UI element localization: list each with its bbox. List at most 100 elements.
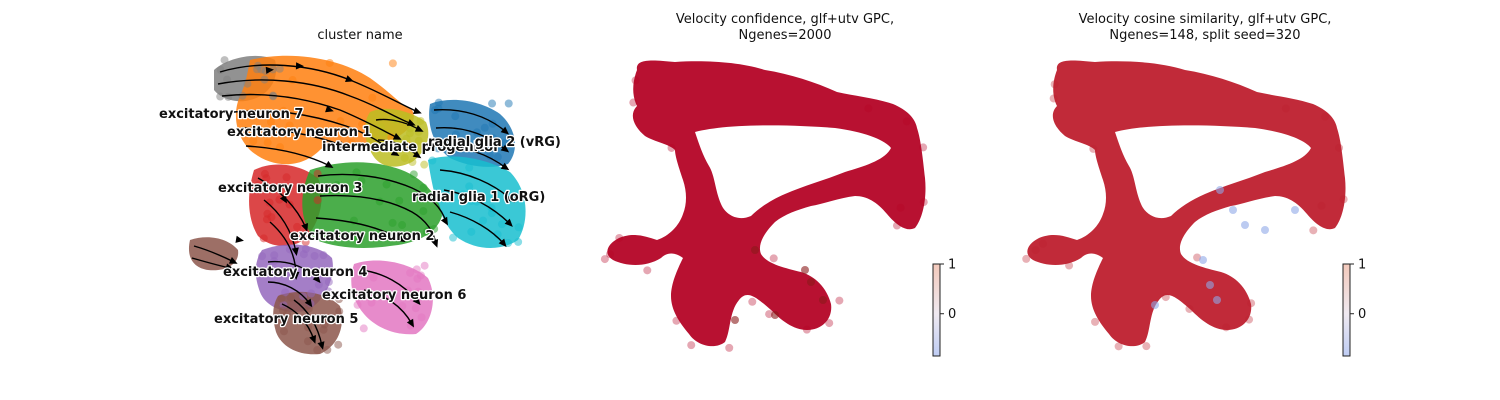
velocity-streamline [435,127,507,151]
cosine-points-edge-point [1049,94,1058,103]
cluster-label: excitatory neuron 2 [290,229,434,244]
velocity-streamline [319,194,437,245]
streamline-arrowhead [309,335,317,344]
streamline-arrowhead [504,218,513,227]
cluster-point [259,234,268,243]
cluster-point [451,112,460,121]
panel-cluster-name: cluster name excitatory neuron 7 excitato… [150,0,570,400]
cluster-point [368,93,377,102]
cluster-point [412,265,421,274]
confidence-outlier-point [731,316,739,324]
velocity-streamline [433,109,507,133]
confidence-points-edge-point [600,255,609,264]
cosine-points-edge-point [1317,201,1326,210]
cluster-point [395,196,404,205]
cluster-point [266,117,275,126]
cluster-point [313,196,322,205]
panel-velocity-confidence: Velocity confidence, glf+utv GPC, Ngenes… [575,0,995,400]
streamline-arrowhead [506,194,516,203]
colorbar-tick-label: 1 [1358,258,1366,273]
velocity-streamline [221,93,399,139]
cosine-outlier-point [1199,256,1207,264]
velocity-streamline [437,145,507,169]
streamline-arrowhead [500,144,510,153]
cluster-point [514,237,523,246]
streamline-arrowhead [292,271,300,280]
cluster-label: radial glia 1 (oRG) [412,190,545,205]
confidence-points-edge-point [835,296,844,305]
streamline-arrowhead [431,239,439,248]
velocity-streamline [449,211,505,245]
confidence-outlier-point [801,266,809,274]
cosine-scatter: 10 [1022,60,1366,357]
cluster-point [347,138,356,147]
streamline-arrowhead [392,133,402,140]
cluster-point [253,181,262,190]
confidence-points-edge-point [672,316,681,325]
cluster-point [357,177,366,186]
cluster-point [319,251,328,260]
cosine-points-edge-point [1339,195,1348,204]
velocity-streamline [241,127,345,147]
cluster-point [313,169,322,178]
cluster-point [318,313,327,322]
cosine-points-edge-point [1089,144,1098,153]
cluster-point [353,300,362,309]
cluster-point [281,288,290,297]
cluster-point [350,232,359,241]
cluster-point [267,213,276,222]
confidence-points-edge-point [892,221,901,230]
cluster-point [465,182,474,191]
confidence-points-edge-point [825,319,834,328]
streamline-arrowhead [412,150,422,159]
cluster-point [428,156,437,165]
confidence-points-edge-point [606,250,615,259]
velocity-streamline [219,64,419,113]
cosine-points-edge-point [1038,239,1047,248]
cluster-point [270,251,279,260]
confidence-points-edge-point [615,233,624,242]
cluster-point [382,180,391,189]
cluster-point [283,310,292,319]
streamline-arrowhead [325,105,334,113]
cluster-point [307,289,316,298]
velocity-streamline [443,189,511,225]
cluster-point [416,271,425,280]
cluster-point [285,121,294,130]
velocity-streamline [245,145,331,167]
velocity-streamline [375,118,421,131]
cluster-point [299,250,308,259]
cluster-point [402,134,411,143]
panel-title: cluster name [317,28,403,43]
panel-title: Velocity cosine similarity, glf+utv GPC,… [1078,12,1332,43]
velocity-streamline [317,173,447,223]
cluster-point [408,158,417,167]
cluster-point [282,173,291,182]
velocity-streamline [315,217,403,241]
streamline-arrowhead [396,234,406,242]
confidence-points-edge-point [896,203,905,212]
cluster-point [323,345,332,354]
confidence-points-edge-point [631,76,640,85]
cluster-point [332,181,341,190]
cluster-point [304,304,313,313]
cluster-point [238,91,247,100]
cosine-outlier-point [1291,206,1299,214]
cluster-point [277,294,286,303]
cluster-point [216,65,225,74]
cluster-point [420,261,429,270]
cluster-point [401,113,410,122]
cluster-point [514,223,523,232]
cluster-point [434,98,443,107]
cluster-point [419,183,428,192]
cluster-point [419,207,428,216]
confidence-points-edge-point [864,104,873,113]
cluster-point [258,252,267,261]
streamline-arrowhead [235,235,244,243]
cosine-points-edge-point [1281,104,1290,113]
cluster-point [465,163,474,172]
velocity-streamline [359,269,419,303]
cluster-point [398,221,407,230]
streamline-arrowhead [291,247,299,256]
cosine-outlier-point [1229,206,1237,214]
